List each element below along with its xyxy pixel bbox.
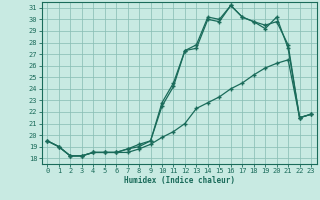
X-axis label: Humidex (Indice chaleur): Humidex (Indice chaleur) <box>124 176 235 185</box>
